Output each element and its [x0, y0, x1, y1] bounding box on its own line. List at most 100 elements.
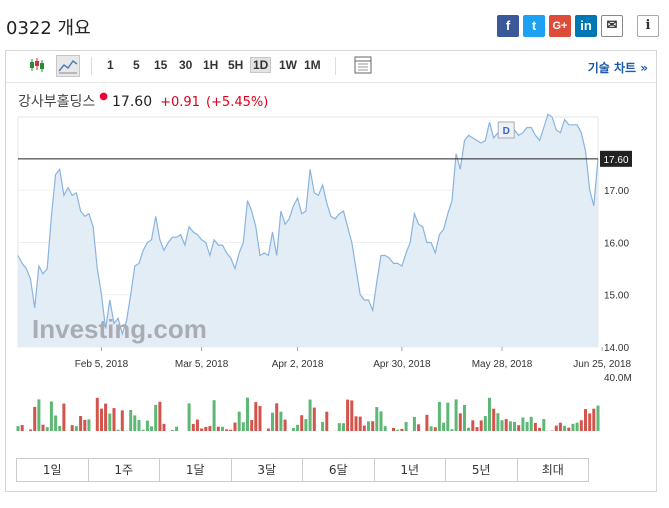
volume-bar [588, 413, 592, 431]
volume-bar [212, 400, 216, 431]
interval-5h[interactable]: 5H [228, 58, 244, 72]
info-icon[interactable]: i [637, 15, 659, 37]
area-chart-icon[interactable] [56, 55, 80, 77]
volume-bar [129, 410, 133, 431]
volume-bar [141, 429, 145, 431]
volume-bar [158, 401, 162, 431]
volume-bar [191, 423, 195, 431]
volume-bar [275, 403, 279, 431]
y-tick-label: 16.00 [604, 238, 629, 249]
volume-bar [62, 403, 66, 431]
volume-bar [104, 403, 108, 431]
x-tick-label: Jun 25, 2018 [573, 359, 631, 370]
volume-bar [475, 427, 479, 431]
volume-bar [233, 422, 237, 431]
status-dot-icon: ● [99, 91, 109, 102]
volume-bar [367, 421, 370, 431]
volume-bar [542, 419, 546, 431]
twitter-icon[interactable]: t [523, 15, 545, 37]
mail-icon[interactable]: ✉ [601, 15, 623, 37]
interval-30[interactable]: 30 [179, 58, 193, 72]
volume-bar [379, 411, 383, 431]
volume-bar [467, 427, 471, 431]
facebook-icon[interactable]: f [497, 15, 519, 37]
range-1m-button[interactable]: 1달 [160, 459, 232, 481]
linkedin-icon[interactable]: in [575, 15, 597, 37]
price-area [18, 114, 598, 348]
volume-bar [304, 419, 308, 431]
volume-bar [100, 408, 103, 431]
volume-bar [74, 426, 78, 431]
volume-bar [54, 415, 58, 431]
last-price: 17.60 [112, 94, 153, 110]
range-1d-button[interactable]: 1일 [17, 459, 89, 481]
volume-bar [446, 402, 450, 431]
volume-bar [29, 429, 32, 431]
volume-bar [162, 423, 166, 431]
volume-bar [120, 410, 124, 431]
range-3m-button[interactable]: 3달 [231, 459, 303, 481]
interval-5[interactable]: 5 [133, 58, 140, 72]
volume-bar [204, 426, 208, 431]
range-1y-button[interactable]: 1년 [374, 459, 446, 481]
volume-bar [425, 414, 429, 431]
volume-bar [221, 426, 224, 431]
volume-bar [195, 419, 199, 431]
technical-chart-link[interactable]: 기술 차트 » [587, 61, 648, 75]
price-change-percent: (+5.45%) [205, 95, 269, 110]
divider [335, 57, 336, 75]
volume-bar [563, 425, 567, 431]
volume-bar [200, 428, 204, 431]
volume-bar [33, 406, 37, 431]
interval-1d[interactable]: 1D [250, 57, 272, 73]
volume-bar [229, 429, 233, 431]
google-plus-icon[interactable]: G+ [549, 15, 571, 37]
x-tick-label: Mar 5, 2018 [175, 359, 229, 370]
volume-bar [521, 417, 525, 431]
volume-bar [442, 422, 446, 431]
volume-bar [279, 411, 283, 431]
volume-bar [346, 399, 350, 431]
volume-bar [383, 426, 387, 431]
range-1w-button[interactable]: 1주 [88, 459, 160, 481]
volume-bar [254, 402, 258, 431]
volume-bar [513, 421, 516, 431]
range-5y-button[interactable]: 5년 [446, 459, 518, 481]
volume-bar [145, 420, 149, 431]
divider [91, 57, 92, 75]
volume-bar [362, 425, 366, 431]
investing-watermark: Investing.com [32, 314, 207, 344]
volume-bar [533, 422, 537, 431]
volume-bar [45, 427, 49, 431]
table-view-icon[interactable] [352, 55, 374, 75]
volume-bar [437, 401, 441, 431]
y-tick-label: 17.00 [604, 186, 629, 197]
volume-bar [337, 423, 341, 431]
volume-bar [496, 413, 500, 431]
y-tick-label: 14.00 [604, 343, 629, 354]
volume-bar [479, 420, 483, 431]
interval-1m[interactable]: 1M [304, 58, 321, 72]
volume-bar [246, 397, 249, 431]
volume-bar [175, 426, 179, 431]
interval-1[interactable]: 1 [107, 58, 114, 72]
price-chart[interactable]: 17.00 16.00 15.00 14.00 Feb 5, 2018 Mar 5, 20… [6, 51, 656, 431]
volume-bar [429, 426, 433, 431]
volume-bar [375, 407, 379, 431]
volume-bar [296, 424, 300, 431]
volume-bar [241, 422, 245, 431]
quote-line: 강사부홀딩스 ● 17.60 +0.91 (+5.45%) [18, 91, 268, 111]
interval-15[interactable]: 15 [154, 58, 168, 72]
interval-1w[interactable]: 1W [279, 58, 297, 72]
candlestick-icon[interactable] [26, 55, 48, 75]
dividend-marker-label: D [503, 126, 510, 137]
interval-1h[interactable]: 1H [203, 58, 219, 72]
volume-bar [396, 429, 400, 431]
range-max-button[interactable]: 최대 [517, 459, 588, 481]
range-6m-button[interactable]: 6달 [303, 459, 375, 481]
volume-bar [412, 417, 416, 431]
volume-bar [471, 420, 475, 431]
volume-bar [458, 413, 462, 431]
volume-bar [137, 420, 141, 431]
range-selector: 1일 1주 1달 3달 6달 1년 5년 최대 [16, 458, 589, 482]
